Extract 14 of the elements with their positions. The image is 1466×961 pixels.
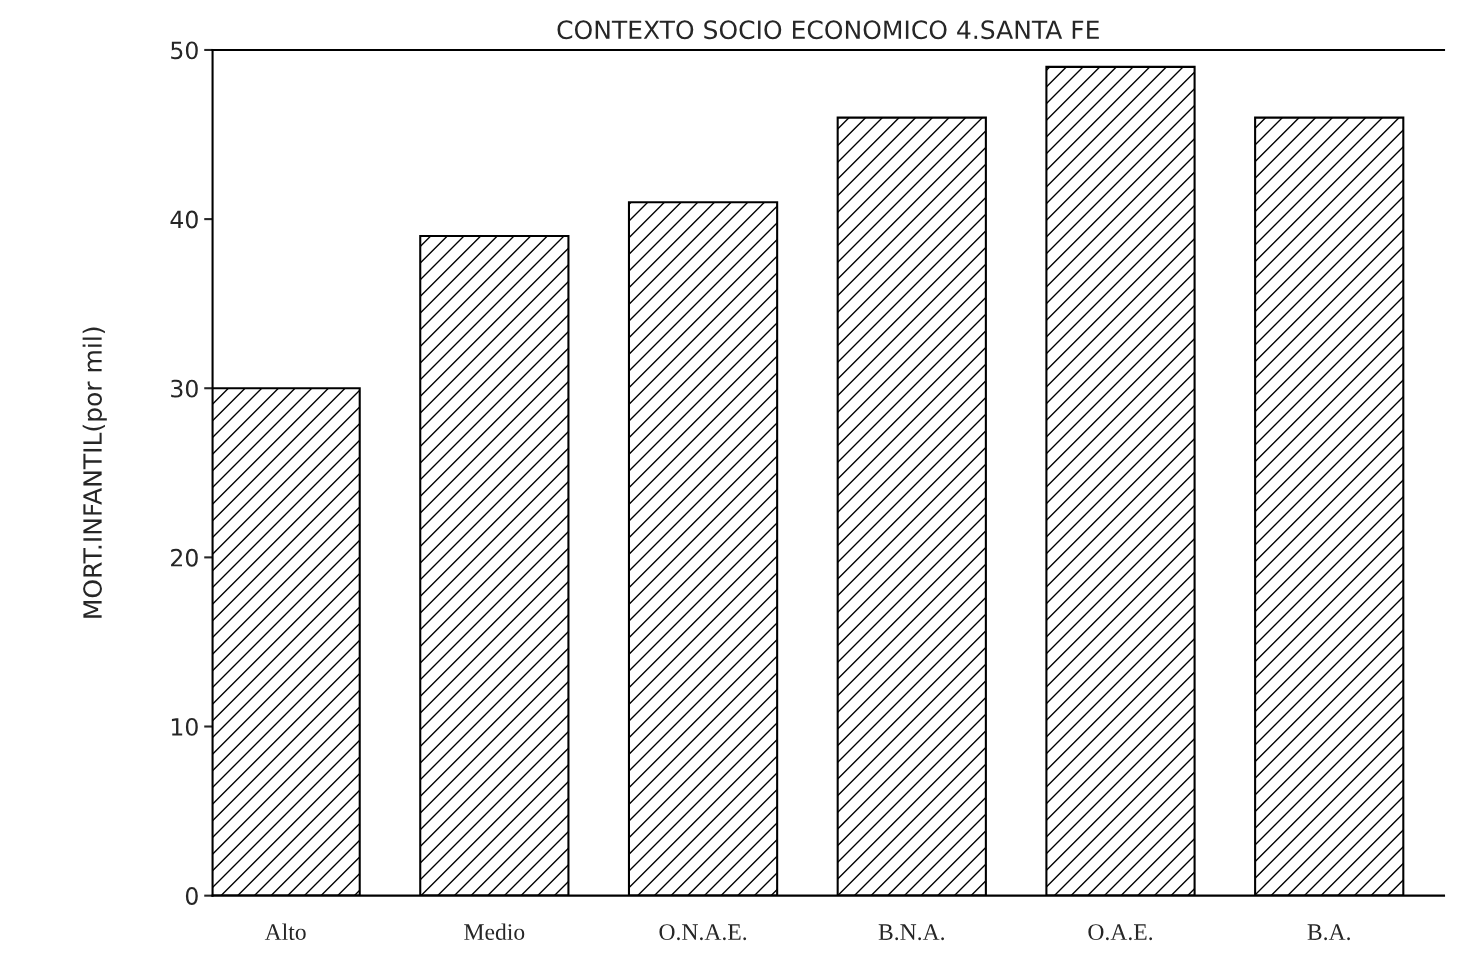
y-tick-label: 20	[171, 548, 198, 567]
x-tick-label: Medio	[464, 923, 525, 941]
y-tick-label: 0	[185, 887, 198, 905]
y-tick-label: 50	[171, 41, 198, 60]
x-tick-label: O.N.A.E.	[659, 924, 747, 941]
y-axis-title: MORT.INFANTIL(por mil)	[82, 327, 107, 618]
x-tick-label: Alto	[264, 923, 306, 941]
x-tick-label: O.A.E.	[1088, 924, 1153, 941]
y-tick-label: 40	[170, 210, 198, 229]
x-tick-label: B.A.	[1307, 924, 1350, 941]
y-tick-label: 30	[171, 379, 198, 398]
x-tick-label: B.N.A.	[878, 924, 944, 941]
y-tick-label: 10	[171, 717, 198, 736]
chart-title: CONTEXTO SOCIO ECONOMICO 4.SANTA FE	[557, 20, 1099, 40]
